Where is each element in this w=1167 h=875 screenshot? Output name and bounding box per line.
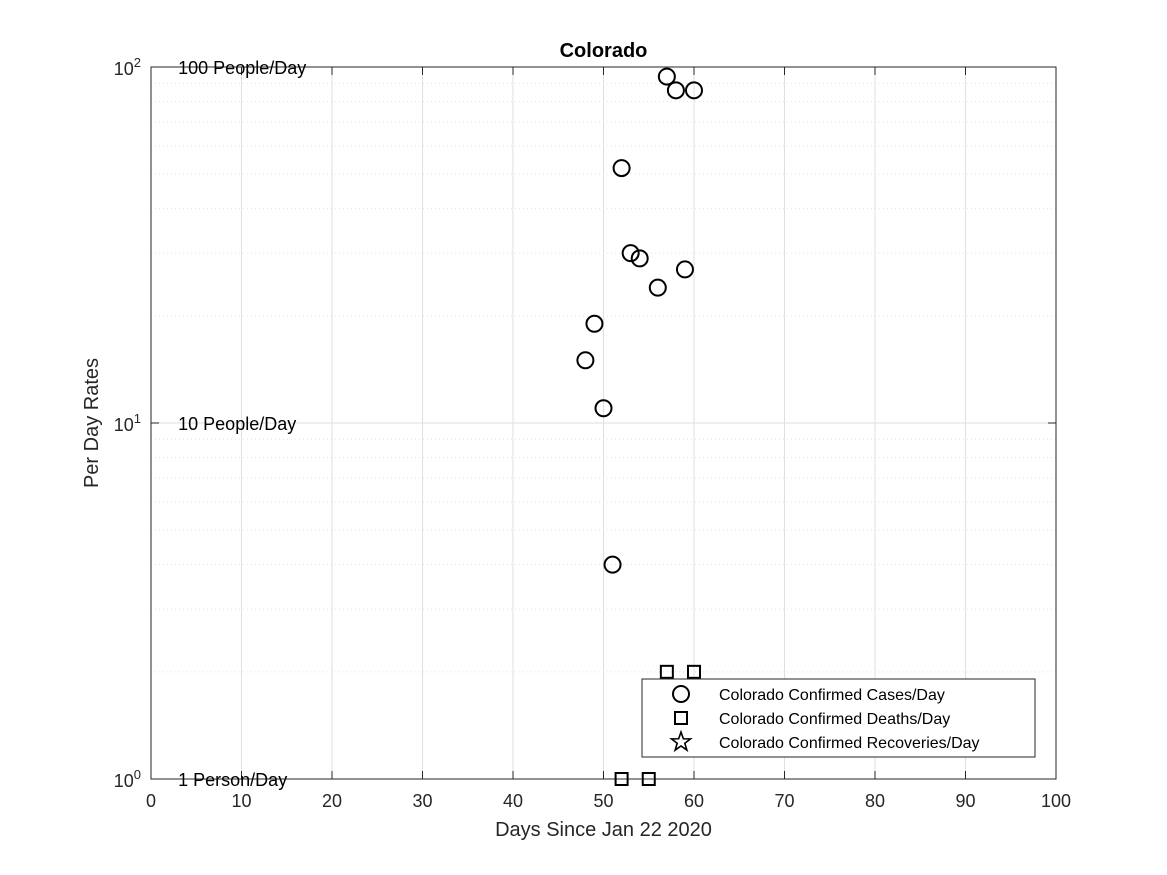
data-point-circle xyxy=(630,249,649,268)
x-axis-label: Days Since Jan 22 2020 xyxy=(495,819,712,841)
x-tick-label: 70 xyxy=(774,791,794,811)
y-tick-base: 10 xyxy=(114,771,134,791)
y-tick-label: 100 xyxy=(114,767,141,791)
data-point-circle xyxy=(594,399,613,418)
y-tick-exponent: 0 xyxy=(134,767,141,782)
legend-box xyxy=(641,678,1036,758)
x-tick-label: 20 xyxy=(322,791,342,811)
legend-marker-circle xyxy=(672,685,690,703)
y-tick-label: 101 xyxy=(114,411,141,435)
rate-annotation: 10 People/Day xyxy=(178,414,296,434)
data-point-circle xyxy=(648,278,667,297)
rate-annotation: 100 People/Day xyxy=(178,58,306,78)
x-tick-label: 50 xyxy=(593,791,613,811)
data-point-circle xyxy=(612,159,631,178)
y-tick-base: 10 xyxy=(114,59,134,79)
data-point-circle xyxy=(621,244,640,263)
data-point-square xyxy=(641,772,656,786)
y-tick-label: 102 xyxy=(114,55,141,79)
legend-entry-label: Colorado Confirmed Deaths/Day xyxy=(719,711,950,728)
annotation-layer: 100 People/Day 10 People/Day 1 Person/Day xyxy=(178,58,306,790)
legend-marker-star xyxy=(669,729,693,753)
data-point-circle xyxy=(685,81,703,100)
legend-marker-square xyxy=(674,711,688,725)
data-point-square xyxy=(687,664,701,679)
legend-entry-label: Colorado Confirmed Recoveries/Day xyxy=(719,735,980,752)
data-point-circle xyxy=(657,67,676,86)
legend-entry-label: Colorado Confirmed Cases/Day xyxy=(719,687,945,704)
data-point-circle xyxy=(603,555,622,574)
chart-title: Colorado xyxy=(560,40,648,62)
data-point-circle xyxy=(585,314,604,333)
x-tick-label: 60 xyxy=(684,791,704,811)
y-tick-exponent: 2 xyxy=(134,55,141,70)
data-point-circle xyxy=(666,81,685,100)
y-axis-label: Per Day Rates xyxy=(81,358,103,488)
x-tick-label: 90 xyxy=(955,791,975,811)
chart-legend: Colorado Confirmed Cases/Day Colorado Con… xyxy=(641,678,1036,758)
rate-annotation: 1 Person/Day xyxy=(178,770,287,790)
data-point-square xyxy=(659,664,674,679)
x-tick-label: 100 xyxy=(1041,791,1071,811)
data-point-square xyxy=(614,772,629,786)
data-point-circle xyxy=(576,351,595,370)
y-tick-base: 10 xyxy=(114,415,134,435)
x-tick-label: 40 xyxy=(503,791,523,811)
y-tick-exponent: 1 xyxy=(134,411,141,426)
x-tick-label: 80 xyxy=(865,791,885,811)
legend-items: Colorado Confirmed Cases/Day Colorado Con… xyxy=(669,685,980,753)
x-tick-label: 0 xyxy=(146,791,156,811)
data-points-layer xyxy=(576,67,703,786)
data-point-circle xyxy=(675,260,694,279)
x-tick-label: 10 xyxy=(231,791,251,811)
x-tick-label: 30 xyxy=(412,791,432,811)
